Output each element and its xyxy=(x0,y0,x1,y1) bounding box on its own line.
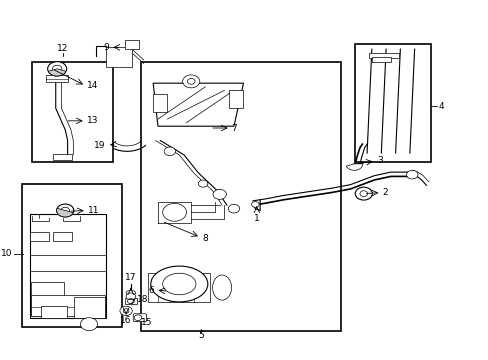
Circle shape xyxy=(163,203,186,221)
Text: 14: 14 xyxy=(86,81,98,90)
Bar xyxy=(46,75,67,82)
Circle shape xyxy=(213,189,226,199)
Ellipse shape xyxy=(126,291,135,296)
Bar xyxy=(22,184,122,327)
Bar xyxy=(125,298,137,305)
Bar xyxy=(153,94,167,112)
Bar xyxy=(371,57,390,62)
Bar xyxy=(30,214,105,318)
Text: 5: 5 xyxy=(198,332,203,341)
Circle shape xyxy=(123,309,129,313)
Text: 9: 9 xyxy=(103,43,109,52)
Text: 19: 19 xyxy=(94,141,105,150)
Text: 3: 3 xyxy=(376,157,382,166)
Circle shape xyxy=(57,204,74,217)
Circle shape xyxy=(127,299,134,304)
Bar xyxy=(229,90,243,108)
Bar xyxy=(53,232,72,241)
Text: 7: 7 xyxy=(231,123,237,132)
Circle shape xyxy=(52,65,62,72)
Bar xyxy=(74,297,104,318)
Wedge shape xyxy=(57,208,73,217)
Bar xyxy=(53,154,72,160)
Circle shape xyxy=(126,293,135,300)
Circle shape xyxy=(61,207,69,214)
Circle shape xyxy=(228,204,239,213)
Text: 8: 8 xyxy=(202,234,207,243)
Text: 2: 2 xyxy=(382,188,387,197)
Ellipse shape xyxy=(212,275,231,300)
Text: 1: 1 xyxy=(253,214,259,223)
Circle shape xyxy=(120,306,132,316)
Text: 11: 11 xyxy=(88,206,100,215)
Text: 18: 18 xyxy=(136,294,148,303)
Circle shape xyxy=(164,147,175,156)
Bar xyxy=(41,306,66,318)
Circle shape xyxy=(183,75,200,88)
Text: 6: 6 xyxy=(148,285,154,294)
Circle shape xyxy=(134,315,142,320)
Circle shape xyxy=(198,180,207,187)
Bar xyxy=(31,282,64,316)
Bar xyxy=(148,273,210,302)
FancyBboxPatch shape xyxy=(133,314,146,321)
Bar xyxy=(30,232,48,241)
Circle shape xyxy=(354,187,371,200)
Text: 17: 17 xyxy=(125,273,136,282)
Text: 12: 12 xyxy=(57,44,68,53)
Ellipse shape xyxy=(163,273,196,295)
Bar xyxy=(141,62,340,330)
Circle shape xyxy=(251,202,259,207)
Bar xyxy=(105,47,132,67)
Circle shape xyxy=(81,318,98,330)
Bar xyxy=(368,53,399,58)
Circle shape xyxy=(47,62,66,76)
Text: 4: 4 xyxy=(438,102,443,111)
Circle shape xyxy=(187,78,195,84)
Wedge shape xyxy=(346,164,362,170)
Bar xyxy=(354,44,430,162)
Text: 10: 10 xyxy=(0,249,12,258)
Wedge shape xyxy=(48,69,66,76)
Text: 13: 13 xyxy=(86,116,98,125)
Text: 16: 16 xyxy=(120,316,132,325)
Circle shape xyxy=(406,170,417,179)
Bar xyxy=(124,40,139,49)
Bar xyxy=(32,62,113,162)
Bar xyxy=(31,295,104,316)
Circle shape xyxy=(359,191,367,197)
Text: 15: 15 xyxy=(141,318,152,327)
Ellipse shape xyxy=(150,266,207,302)
